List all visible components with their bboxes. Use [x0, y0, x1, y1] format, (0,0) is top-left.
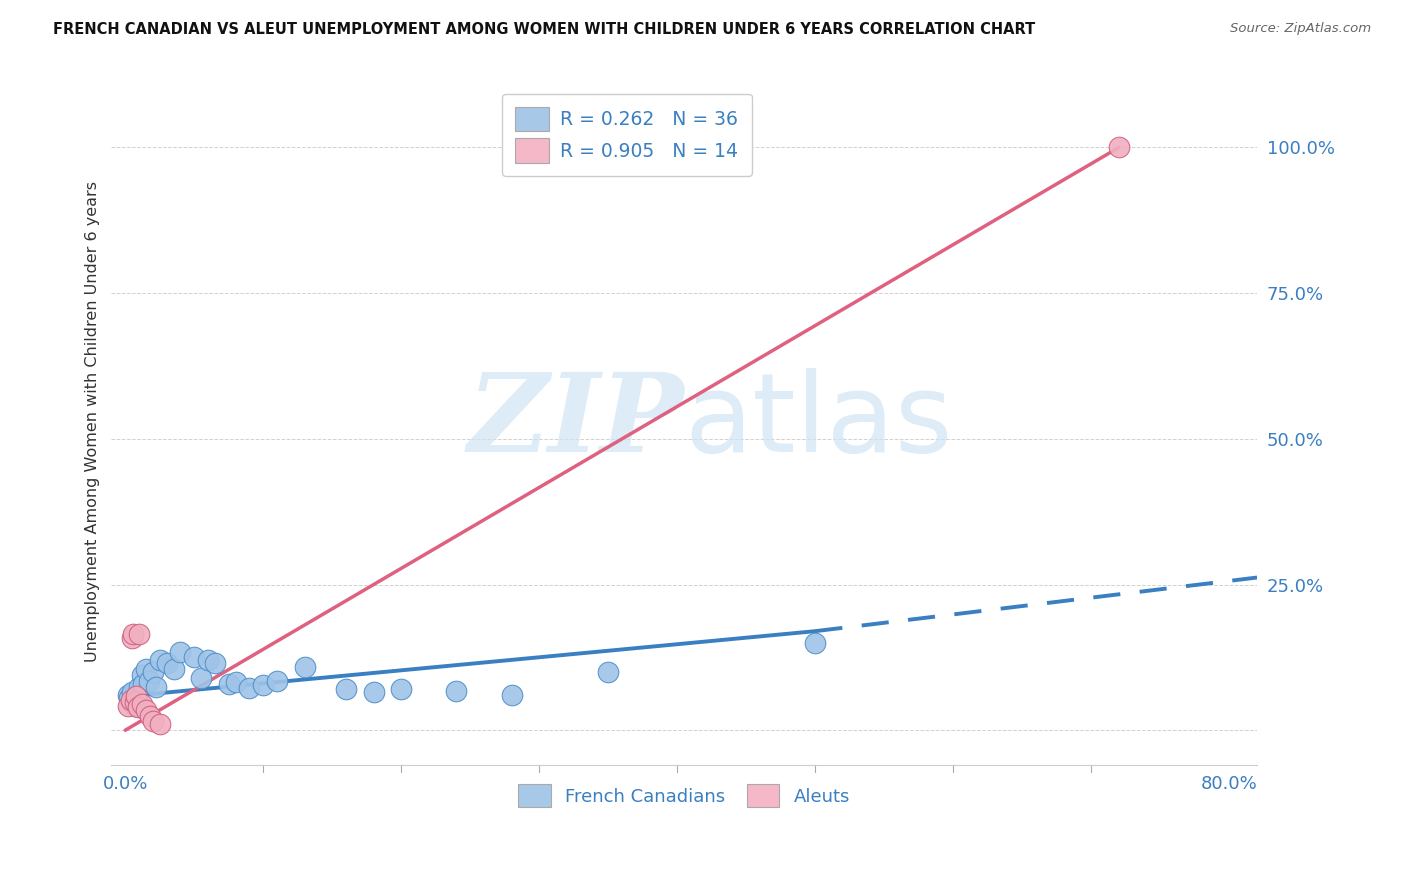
- Point: [389, 682, 412, 697]
- Point: [131, 668, 153, 682]
- Point: [363, 685, 385, 699]
- Point: [135, 703, 157, 717]
- Point: [190, 671, 212, 685]
- Point: [162, 662, 184, 676]
- Point: [335, 682, 357, 697]
- Point: [149, 653, 172, 667]
- Point: [122, 627, 145, 641]
- Point: [127, 694, 149, 708]
- Y-axis label: Unemployment Among Women with Children Under 6 years: Unemployment Among Women with Children U…: [86, 181, 100, 662]
- Point: [294, 660, 316, 674]
- Text: FRENCH CANADIAN VS ALEUT UNEMPLOYMENT AMONG WOMEN WITH CHILDREN UNDER 6 YEARS CO: FRENCH CANADIAN VS ALEUT UNEMPLOYMENT AM…: [53, 22, 1036, 37]
- Point: [142, 665, 165, 679]
- Point: [183, 650, 205, 665]
- Text: atlas: atlas: [685, 368, 953, 475]
- Legend: French Canadians, Aleuts: French Canadians, Aleuts: [510, 777, 858, 814]
- Text: ZIP: ZIP: [468, 368, 685, 475]
- Point: [149, 717, 172, 731]
- Point: [598, 665, 620, 679]
- Point: [121, 685, 143, 699]
- Point: [120, 693, 142, 707]
- Point: [1108, 140, 1130, 154]
- Point: [218, 676, 240, 690]
- Point: [142, 714, 165, 729]
- Point: [124, 698, 146, 713]
- Point: [120, 695, 142, 709]
- Point: [117, 698, 139, 713]
- Point: [252, 678, 274, 692]
- Text: Source: ZipAtlas.com: Source: ZipAtlas.com: [1230, 22, 1371, 36]
- Point: [139, 708, 162, 723]
- Point: [128, 627, 150, 641]
- Point: [124, 695, 146, 709]
- Point: [238, 681, 260, 696]
- Point: [121, 631, 143, 645]
- Point: [138, 673, 160, 688]
- Point: [132, 676, 155, 690]
- Point: [131, 697, 153, 711]
- Point: [122, 693, 145, 707]
- Point: [128, 680, 150, 694]
- Point: [501, 688, 523, 702]
- Point: [125, 690, 148, 704]
- Point: [197, 653, 219, 667]
- Point: [225, 675, 247, 690]
- Point: [156, 657, 179, 671]
- Point: [145, 680, 167, 694]
- Point: [266, 673, 288, 688]
- Point: [169, 644, 191, 658]
- Point: [204, 657, 226, 671]
- Point: [446, 683, 468, 698]
- Point: [125, 690, 148, 704]
- Point: [804, 636, 827, 650]
- Point: [118, 691, 141, 706]
- Point: [117, 688, 139, 702]
- Point: [135, 662, 157, 676]
- Point: [127, 700, 149, 714]
